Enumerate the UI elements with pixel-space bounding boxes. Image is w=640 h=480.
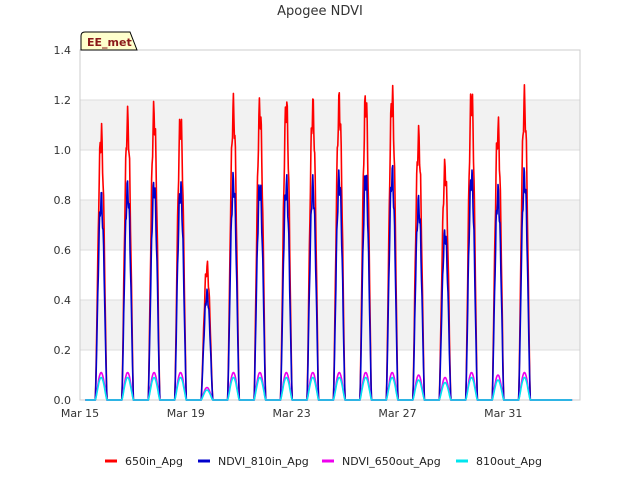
y-tick-label: 0.6 <box>54 244 72 257</box>
y-tick-label: 1.2 <box>54 94 72 107</box>
grid-band <box>80 100 580 150</box>
ee-met-badge: EE_met <box>80 31 138 51</box>
x-tick-label: Mar 27 <box>378 407 416 420</box>
x-tick-label: Mar 31 <box>484 407 522 420</box>
grid-band <box>80 300 580 350</box>
y-tick-label: 0.2 <box>54 344 72 357</box>
y-tick-label: 0.0 <box>54 394 72 407</box>
legend: 650in_Apg NDVI_810in_Apg NDVI_650out_Apg 81… <box>105 455 542 468</box>
series-line-810out-apg <box>85 376 573 401</box>
y-tick-label: 0.8 <box>54 194 72 207</box>
x-tick-label: Mar 19 <box>167 407 205 420</box>
x-tick-label: Mar 15 <box>61 407 99 420</box>
legend-label: 650in_Apg <box>125 455 183 468</box>
y-tick-label: 1.0 <box>54 144 72 157</box>
chart-title: Apogee NDVI <box>277 4 363 19</box>
series-line-ndvi-810in-apg <box>85 164 573 401</box>
badge-label: EE_met <box>87 36 132 49</box>
legend-label: NDVI_810in_Apg <box>218 455 309 468</box>
y-tick-label: 0.4 <box>54 294 72 307</box>
x-tick-label: Mar 23 <box>273 407 311 420</box>
legend-label: 810out_Apg <box>476 455 542 468</box>
legend-label: NDVI_650out_Apg <box>342 455 441 468</box>
y-tick-label: 1.4 <box>54 44 72 57</box>
